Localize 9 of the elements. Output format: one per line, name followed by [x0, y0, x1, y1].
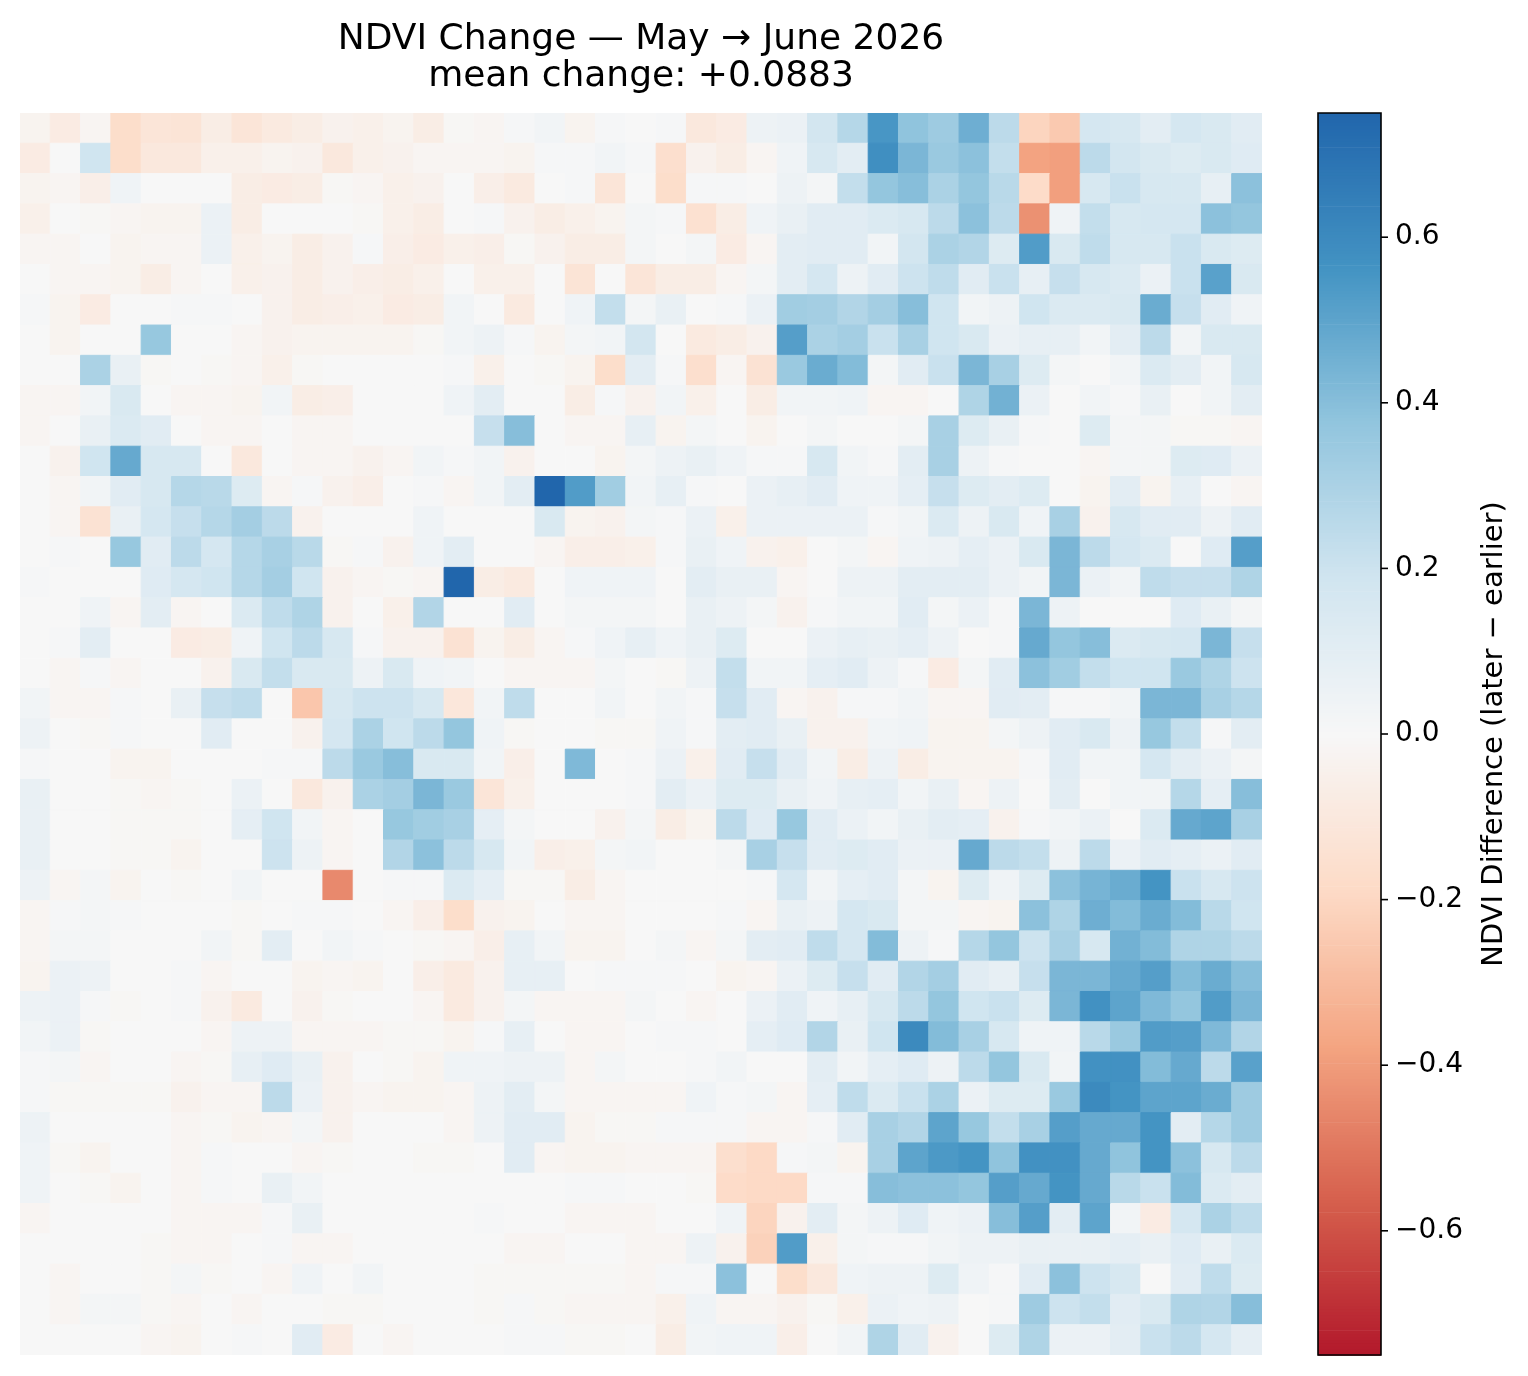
color-bar-title: NDVI Difference (later − earlier)	[1474, 501, 1509, 967]
color-bar-label: −0.2	[1395, 880, 1463, 914]
color-bar-label: 0.6	[1395, 218, 1440, 252]
color-bar-label: 0.0	[1395, 715, 1440, 749]
color-bar-label: −0.4	[1395, 1046, 1463, 1080]
chart-title: NDVI Change — May → June 2026	[337, 16, 945, 57]
color-bar-label: −0.6	[1395, 1212, 1463, 1246]
color-bar-label: 0.2	[1395, 549, 1440, 583]
color-bar-label: 0.4	[1395, 384, 1440, 418]
